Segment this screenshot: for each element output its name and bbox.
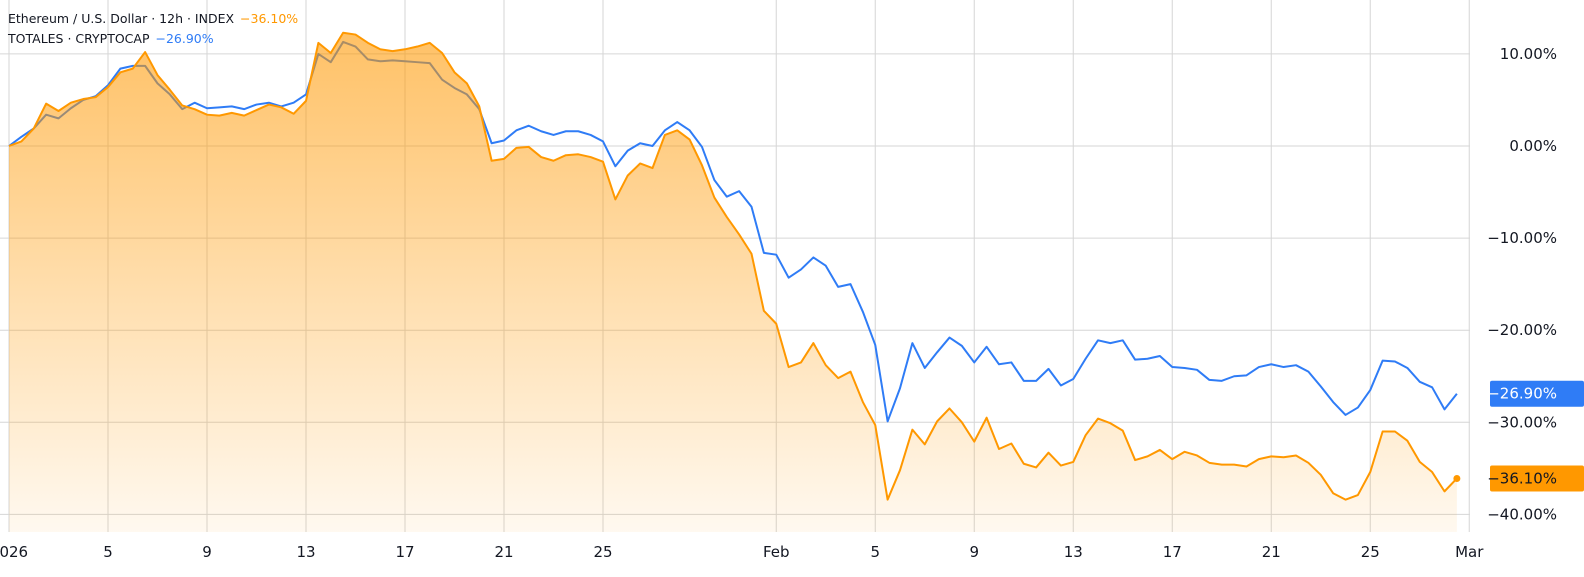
y-tick-label: −10.00% [1487,229,1557,247]
x-tick-label: 21 [1262,543,1281,561]
legend-eth[interactable]: Ethereum / U.S. Dollar · 12h · INDEX −36.… [8,9,298,29]
last-value-label-totales: −26.90% [1487,385,1557,403]
x-tick-label: 5 [103,543,113,561]
x-tick-label: 9 [969,543,979,561]
y-tick-label: −40.00% [1487,505,1557,523]
legend-eth-label: Ethereum / U.S. Dollar · 12h · INDEX [8,11,235,26]
plot-area[interactable] [8,31,1461,532]
x-tick-label: 2026 [0,543,28,561]
y-tick-label: 0.00% [1509,137,1557,155]
x-tick-label: 13 [1064,543,1083,561]
x-tick-label: 17 [1163,543,1182,561]
last-value-badges: −26.90% −36.10% [1487,380,1584,492]
last-point-marker [1453,474,1461,482]
x-tick-label: 21 [494,543,513,561]
x-tick-label: 5 [870,543,880,561]
legend-eth-value: −36.10% [240,11,299,26]
x-tick-label: Feb [763,543,790,561]
last-value-badge-totales [1490,380,1584,407]
series-line-totales[interactable] [8,40,1458,423]
legend: Ethereum / U.S. Dollar · 12h · INDEX −36.… [8,9,298,49]
y-axis[interactable]: 10.00% 0.00% −10.00% −20.00% −30.00% −40.00% [1487,45,1557,524]
x-tick-label: 9 [202,543,212,561]
legend-total[interactable]: TOTALES · CRYPTOCAP −26.90% [8,29,298,49]
last-value-badge-ethereum [1490,465,1584,492]
x-tick-label: 25 [1361,543,1380,561]
last-value-label-ethereum: −36.10% [1487,469,1557,487]
y-tick-label: 10.00% [1500,45,1557,63]
series-area-ethereum [9,32,1457,532]
legend-total-label: TOTALES · CRYPTOCAP [8,31,150,46]
y-tick-label: −20.00% [1487,321,1557,339]
series-line-ethereum[interactable] [8,31,1458,501]
x-tick-label: 25 [593,543,612,561]
x-tick-label: Mar [1455,543,1484,561]
y-tick-label: −30.00% [1487,413,1557,431]
x-axis[interactable]: 2026 5 9 13 17 21 25 Feb 5 9 13 17 21 25 Mar [0,543,1484,561]
legend-total-value: −26.90% [155,31,214,46]
x-tick-label: 17 [395,543,414,561]
x-tick-label: 13 [296,543,315,561]
